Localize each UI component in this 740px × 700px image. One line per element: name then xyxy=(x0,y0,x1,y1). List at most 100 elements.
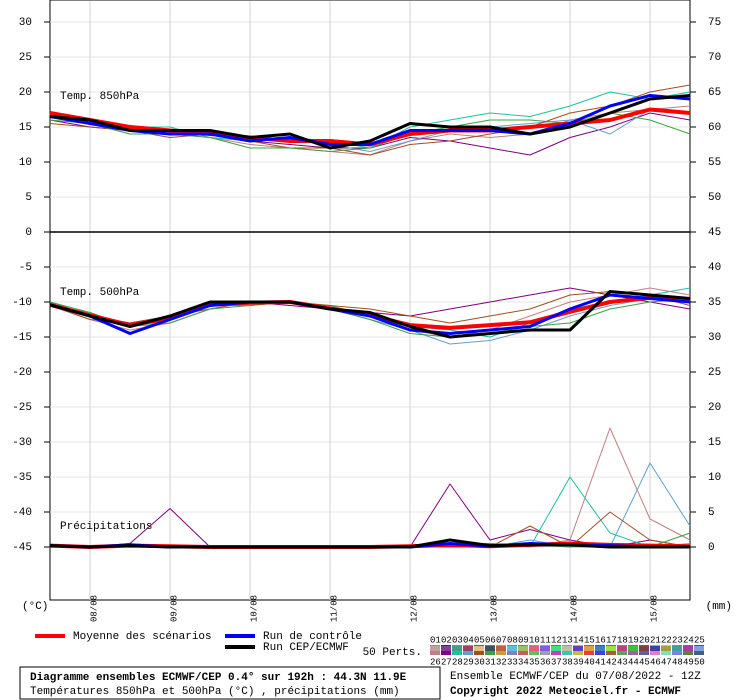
member-label: 24 xyxy=(683,635,694,645)
member-label: 32 xyxy=(496,657,507,667)
member-label: 14 xyxy=(573,635,584,645)
y2-tick-label: 45 xyxy=(708,227,721,239)
member-label: 18 xyxy=(617,635,628,645)
member-label: 23 xyxy=(672,635,683,645)
member-swatch xyxy=(496,646,506,651)
member-label: 15 xyxy=(584,635,595,645)
member-label: 42 xyxy=(606,657,617,667)
y-tick-label: 25 xyxy=(19,52,32,64)
member-label: 41 xyxy=(595,657,606,667)
member-label: 08 xyxy=(507,635,518,645)
panel-label: Temp. 500hPa xyxy=(60,287,140,299)
y-tick-label: -45 xyxy=(12,542,32,554)
y2-tick-label: 5 xyxy=(708,507,715,519)
x-tick-label: 08/08 xyxy=(89,595,99,622)
x-tick-label: 11/08 xyxy=(329,595,339,622)
footer-subtitle: Températures 850hPa et 500hPa (°C) , pré… xyxy=(30,686,400,698)
member-label: 38 xyxy=(562,657,573,667)
member-swatch xyxy=(595,646,605,651)
member-label: 03 xyxy=(452,635,463,645)
member-label: 04 xyxy=(463,635,474,645)
member-label: 34 xyxy=(518,657,529,667)
member-label: 28 xyxy=(452,657,463,667)
member-label: 48 xyxy=(672,657,683,667)
member-label: 07 xyxy=(496,635,507,645)
y-tick-label: -40 xyxy=(12,507,32,519)
member-label: 45 xyxy=(639,657,650,667)
x-tick-label: 10/08 xyxy=(249,595,259,622)
series-line xyxy=(49,538,690,549)
member-swatch xyxy=(683,646,693,651)
x-tick-label: 14/08 xyxy=(569,595,579,622)
member-label: 12 xyxy=(551,635,562,645)
member-line xyxy=(49,84,691,156)
member-label: 19 xyxy=(628,635,639,645)
y-tick-label: -10 xyxy=(12,297,32,309)
y-tick-label: 0 xyxy=(25,227,32,239)
member-label: 11 xyxy=(540,635,551,645)
member-swatch xyxy=(485,646,495,651)
member-label: 22 xyxy=(661,635,672,645)
y-tick-label: -20 xyxy=(12,367,32,379)
member-swatch xyxy=(584,646,594,651)
member-label: 44 xyxy=(628,657,639,667)
legend-label: Moyenne des scénarios xyxy=(73,631,212,643)
member-label: 25 xyxy=(694,635,705,645)
y2-tick-label: 65 xyxy=(708,87,721,99)
x-tick-label: 13/08 xyxy=(489,595,499,622)
grid xyxy=(50,1,690,600)
member-label: 39 xyxy=(573,657,584,667)
member-swatch xyxy=(672,646,682,651)
member-label: 26 xyxy=(430,657,441,667)
y2-tick-label: 15 xyxy=(708,437,721,449)
member-swatch xyxy=(551,646,561,651)
footer-box xyxy=(19,666,441,700)
member-label: 46 xyxy=(650,657,661,667)
member-label: 40 xyxy=(584,657,595,667)
y2-axis-label: (mm) xyxy=(706,601,732,613)
members-label: 50 Perts. xyxy=(363,647,422,659)
member-label: 36 xyxy=(540,657,551,667)
y2-tick-label: 55 xyxy=(708,157,721,169)
member-label: 20 xyxy=(639,635,650,645)
member-label: 31 xyxy=(485,657,496,667)
footer-copyright: Copyright 2022 Meteociel.fr - ECMWF xyxy=(450,686,681,698)
member-swatch xyxy=(573,646,583,651)
member-swatch xyxy=(617,646,627,651)
y2-tick-label: 60 xyxy=(708,122,721,134)
member-swatch xyxy=(628,646,638,651)
y2-tick-label: 35 xyxy=(708,297,721,309)
series-line xyxy=(49,293,691,335)
y2-tick-label: 40 xyxy=(708,262,721,274)
member-label: 33 xyxy=(507,657,518,667)
member-swatch xyxy=(529,646,539,651)
member-swatch xyxy=(562,646,572,651)
legend-label: Run CEP/ECMWF xyxy=(263,642,349,654)
axes: 302520151050-5-10-15-20-25-30-35-40-4575… xyxy=(12,17,721,622)
member-swatch xyxy=(650,646,660,651)
member-label: 29 xyxy=(463,657,474,667)
legend: Moyenne des scénarios Run de contrôleRun … xyxy=(35,631,705,667)
member-label: 21 xyxy=(650,635,661,645)
member-label: 01 xyxy=(430,635,441,645)
member-label: 30 xyxy=(474,657,485,667)
y-tick-label: 20 xyxy=(19,87,32,99)
legend-label: Run de contrôle xyxy=(263,631,362,643)
member-swatch xyxy=(518,646,528,651)
member-label: 05 xyxy=(474,635,485,645)
member-swatch xyxy=(441,646,451,651)
y-tick-label: 10 xyxy=(19,157,32,169)
y-tick-label: 15 xyxy=(19,122,32,134)
y-axis-label: (°C) xyxy=(22,601,48,613)
y2-tick-label: 20 xyxy=(708,402,721,414)
series-line xyxy=(49,94,691,150)
y2-tick-label: 30 xyxy=(708,332,721,344)
member-label: 10 xyxy=(529,635,540,645)
y-tick-label: -30 xyxy=(12,437,32,449)
y-tick-label: 5 xyxy=(25,192,32,204)
y2-tick-label: 10 xyxy=(708,472,721,484)
member-label: 13 xyxy=(562,635,573,645)
lines xyxy=(49,84,691,549)
y-tick-label: 30 xyxy=(19,17,32,29)
